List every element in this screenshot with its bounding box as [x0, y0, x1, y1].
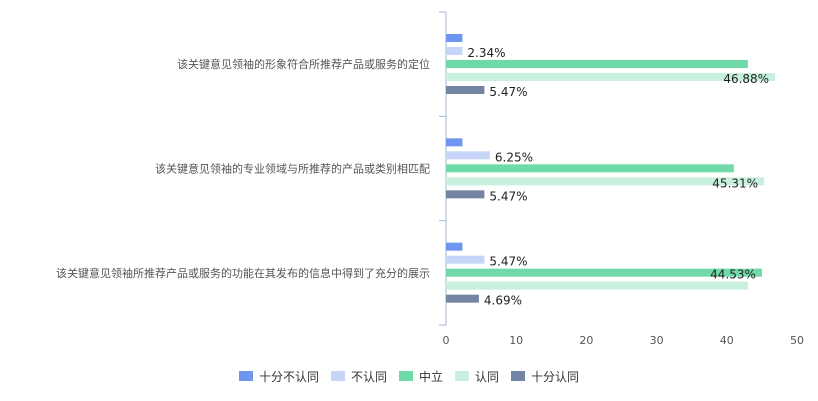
legend-item-agree[interactable]: 认同	[455, 368, 499, 385]
x-tick-label: 20	[579, 334, 593, 347]
legend: 十分不认同 不认同 中立 认同 十分认同	[0, 367, 818, 385]
data-label: 46.88%	[723, 72, 769, 86]
category-label: 该关键意见领袖的形象符合所推荐产品或服务的定位	[177, 57, 430, 71]
bar	[446, 86, 485, 94]
bar	[446, 138, 463, 147]
data-label: 2.34%	[467, 46, 505, 60]
bar	[446, 60, 748, 68]
bar	[446, 242, 463, 251]
legend-label: 中立	[418, 369, 443, 384]
legend-label: 认同	[475, 369, 500, 384]
legend-swatch	[398, 371, 413, 381]
bar	[446, 177, 765, 186]
legend-swatch	[511, 371, 526, 381]
bar	[446, 164, 734, 173]
data-label: 44.53%	[710, 268, 756, 282]
x-tick-label: 10	[509, 334, 523, 347]
legend-swatch	[238, 371, 253, 381]
bar	[446, 294, 479, 303]
legend-item-very-disagree[interactable]: 十分不认同	[238, 368, 319, 385]
legend-label: 不认同	[350, 369, 387, 384]
bar	[446, 73, 776, 81]
data-label: 6.25%	[495, 150, 533, 164]
bar	[446, 47, 463, 55]
x-tick-label: 30	[650, 334, 664, 347]
category-label: 该关键意见领袖所推荐产品或服务的功能在其发布的信息中得到了充分的展示	[56, 266, 430, 280]
x-tick-label: 0	[443, 334, 450, 347]
legend-label: 十分认同	[531, 369, 580, 384]
bar	[446, 190, 485, 199]
legend-swatch	[330, 371, 345, 381]
data-label: 45.31%	[712, 176, 758, 190]
x-tick-label: 40	[720, 334, 734, 347]
bar	[446, 151, 490, 160]
data-label: 5.47%	[489, 85, 527, 99]
bar	[446, 255, 485, 264]
data-label: 5.47%	[489, 255, 527, 269]
category-label: 该关键意见领袖的专业领域与所推荐的产品或类别相匹配	[155, 162, 430, 176]
x-tick-label: 50	[790, 334, 804, 347]
bar	[446, 34, 463, 42]
bar	[446, 268, 762, 277]
data-label: 5.47%	[489, 189, 527, 203]
legend-item-disagree[interactable]: 不认同	[330, 368, 387, 385]
data-label: 4.69%	[484, 294, 522, 308]
legend-item-very-agree[interactable]: 十分认同	[511, 368, 579, 385]
legend-swatch	[455, 371, 469, 381]
bar	[446, 281, 748, 290]
legend-label: 十分不认同	[258, 369, 319, 384]
legend-item-neutral[interactable]: 中立	[398, 368, 443, 385]
